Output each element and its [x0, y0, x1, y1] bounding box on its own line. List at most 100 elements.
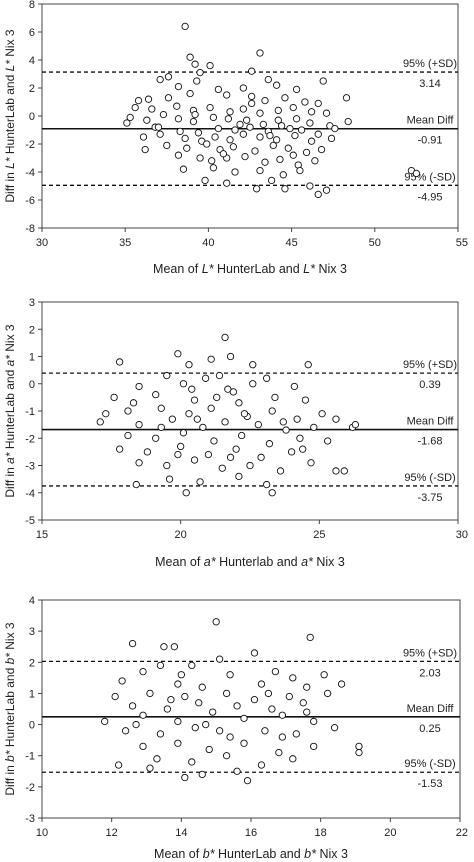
data-point	[250, 649, 259, 657]
data-point	[254, 420, 262, 429]
data-point	[190, 396, 199, 404]
data-point	[167, 696, 175, 704]
data-point	[248, 67, 256, 75]
data-point	[209, 164, 218, 172]
data-point	[248, 92, 256, 101]
data-point	[233, 702, 241, 710]
reference-line-label: 95% (+SD)	[403, 58, 457, 70]
data-point	[135, 420, 143, 429]
data-point	[284, 144, 292, 152]
data-point	[174, 739, 182, 747]
data-point	[285, 692, 293, 701]
data-point	[146, 764, 154, 772]
data-point	[281, 185, 289, 193]
data-point	[196, 478, 204, 486]
y-tick-label: -2	[25, 433, 35, 445]
data-point	[310, 423, 318, 431]
data-point	[266, 131, 274, 140]
data-point	[322, 109, 331, 117]
y-tick-label: -1	[25, 406, 35, 418]
data-point	[181, 134, 189, 143]
data-point	[215, 655, 224, 663]
data-point	[257, 680, 266, 688]
data-point	[276, 155, 284, 164]
data-point	[241, 152, 249, 161]
data-point	[289, 103, 297, 112]
reference-line-value: 0.39	[419, 379, 440, 391]
data-point	[189, 117, 198, 126]
data-point	[174, 115, 183, 123]
data-point	[267, 176, 276, 185]
reference-line-value: 3.14	[419, 78, 440, 90]
data-point	[190, 456, 199, 464]
data-point	[239, 84, 247, 92]
data-point	[332, 467, 340, 475]
reference-line-value: -1.53	[417, 778, 442, 790]
data-point	[179, 380, 188, 388]
data-point	[181, 22, 189, 31]
data-point	[232, 445, 240, 453]
data-point	[181, 692, 189, 701]
x-tick-label: 20	[384, 827, 396, 839]
data-point	[246, 461, 254, 470]
data-point	[170, 643, 179, 651]
data-point	[226, 108, 234, 116]
data-point	[139, 742, 147, 751]
data-point	[261, 96, 269, 105]
data-point	[179, 429, 188, 437]
data-point	[306, 182, 314, 190]
data-point	[194, 129, 203, 137]
data-point	[226, 671, 234, 679]
data-point	[219, 150, 228, 158]
data-point	[101, 717, 109, 726]
data-point	[233, 767, 241, 775]
reference-line-value: 0.25	[419, 723, 440, 735]
data-point	[272, 136, 281, 144]
data-point	[291, 131, 299, 140]
chart-panel-2: -5 -4 -3 -2 -1 0 1 2 3 15 20 25 30 Mean of a* Hunterl…	[3, 297, 468, 569]
y-tick-label: 3	[29, 626, 35, 638]
data-point	[292, 730, 300, 738]
data-point	[204, 450, 213, 459]
data-point	[278, 733, 286, 741]
x-tick-label: 35	[119, 237, 131, 249]
data-point	[287, 448, 296, 456]
data-point	[307, 108, 316, 116]
data-point	[342, 94, 351, 102]
data-point	[278, 711, 286, 719]
data-point	[196, 154, 204, 162]
data-point	[144, 95, 153, 103]
data-point	[215, 727, 224, 735]
x-axis-label: Mean of a* Hunterlab and a* Nix 3	[155, 555, 345, 569]
data-point	[156, 130, 164, 138]
data-point	[164, 73, 173, 81]
data-point	[262, 480, 271, 489]
data-point	[143, 116, 151, 124]
data-point	[261, 158, 269, 166]
data-point	[174, 680, 182, 688]
data-point	[293, 415, 301, 423]
data-point	[320, 671, 328, 679]
data-point	[185, 410, 193, 418]
reference-line-value: -0.91	[417, 135, 442, 147]
data-point	[164, 94, 173, 102]
data-point	[196, 68, 204, 77]
reference-line-label: 95% (-SD)	[404, 472, 455, 484]
y-tick-label: 8	[29, 0, 35, 11]
data-point	[183, 144, 191, 152]
data-point	[292, 115, 301, 123]
data-point	[195, 699, 203, 707]
reference-line-label: 95% (+SD)	[403, 647, 457, 659]
y-tick-label: 0	[29, 720, 35, 732]
data-point	[191, 110, 199, 119]
data-point	[240, 714, 248, 722]
data-point	[318, 410, 326, 418]
x-axis-label: Mean of L* HunterLab and L* Nix 3	[153, 262, 347, 276]
y-tick-label: -2	[25, 782, 35, 794]
data-point	[134, 96, 143, 105]
data-point	[259, 120, 267, 129]
x-tick-label: 14	[175, 827, 187, 839]
data-point	[324, 437, 332, 445]
